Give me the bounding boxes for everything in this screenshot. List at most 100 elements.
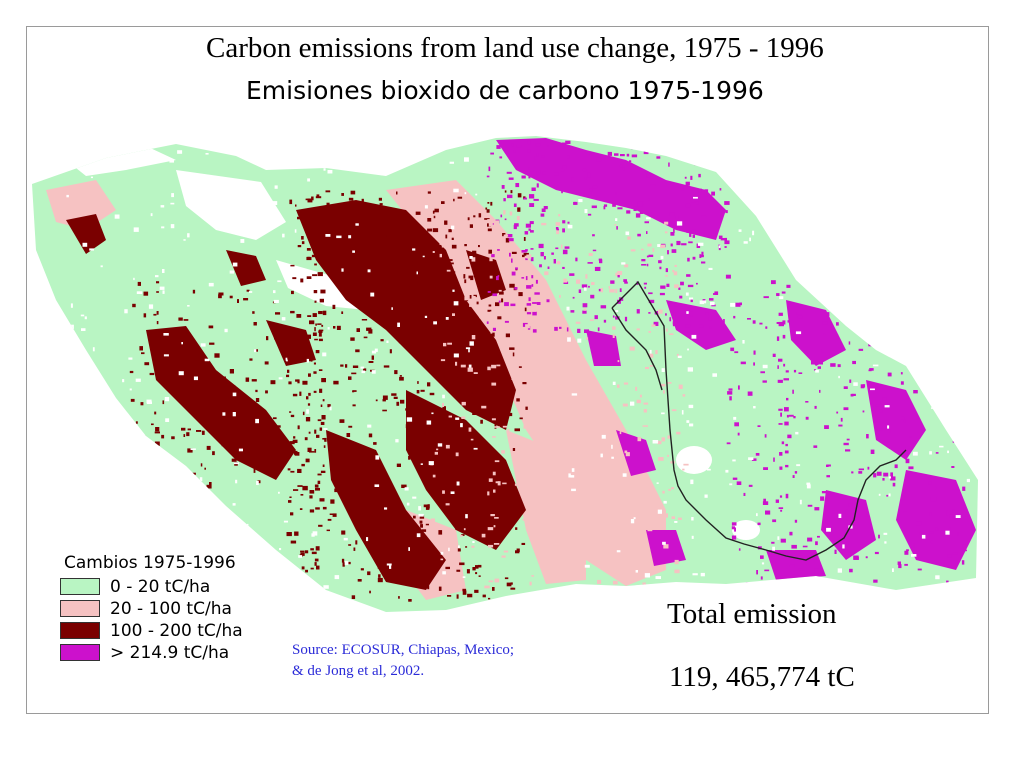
speckle [222,412,226,416]
speckle [701,261,706,264]
speckle [485,207,488,210]
speckle [444,220,448,225]
speckle [375,399,378,402]
speckle [469,224,473,228]
speckle [928,344,933,349]
speckle [648,353,654,358]
speckle [633,517,636,520]
speckle [689,148,693,152]
speckle [171,436,175,440]
speckle [307,178,310,182]
speckle [465,514,468,519]
speckle [835,292,839,295]
speckle [137,281,141,286]
speckle [297,245,302,248]
speckle [762,380,767,383]
speckle [156,321,159,325]
speckle [446,275,452,277]
speckle [690,175,693,180]
speckle [322,506,327,510]
speckle [590,294,595,299]
speckle [862,410,865,413]
speckle [243,298,249,301]
speckle [539,264,542,268]
speckle [589,319,594,321]
speckle [635,570,638,573]
speckle [564,246,570,249]
speckle [742,340,745,344]
speckle [563,281,569,284]
speckle [778,312,783,316]
speckle [642,425,648,427]
speckle [371,459,376,464]
speckle [348,235,352,239]
speckle [225,528,230,533]
speckle [694,157,697,161]
speckle [190,448,196,450]
speckle [901,295,906,301]
speckle [544,329,547,332]
speckle [597,579,602,584]
speckle [853,299,855,301]
speckle [587,262,593,264]
speckle [558,214,561,217]
speckle [442,490,445,494]
speckle [419,515,425,519]
speckle [903,419,906,423]
speckle [504,218,507,221]
speckle [901,289,907,294]
speckle [187,428,191,431]
speckle [412,400,415,405]
speckle [587,551,591,555]
speckle [235,479,238,484]
speckle [805,401,809,403]
speckle [403,228,408,232]
speckle [945,355,949,359]
speckle [623,279,627,282]
speckle [745,582,750,587]
speckle [305,417,311,422]
speckle [698,188,702,193]
speckle [377,565,382,569]
speckle [304,550,309,554]
speckle [599,259,603,264]
speckle [620,154,625,157]
speckle [100,265,103,268]
speckle [762,501,769,505]
speckle [468,278,471,282]
speckle [838,513,842,518]
speckle [687,348,689,351]
speckle [488,597,491,600]
speckle [133,277,135,281]
speckle [377,512,383,517]
speckle [164,336,167,338]
speckle [670,232,675,236]
speckle [293,450,298,455]
speckle [575,321,581,324]
speckle [245,408,251,411]
very-high-emission-zones [496,138,976,580]
speckle [494,460,500,463]
speckle [405,408,407,411]
speckle [378,470,384,474]
speckle [445,291,451,295]
speckle [225,415,230,419]
speckle [132,303,136,308]
speckle [493,543,500,545]
speckle [732,459,736,462]
speckle [966,478,970,483]
speckle [780,538,786,543]
speckle [506,582,512,587]
speckle [326,202,330,206]
speckle [843,442,849,446]
speckle [167,524,170,530]
speckle [935,527,938,531]
speckle [290,540,297,544]
speckle [670,243,673,247]
speckle [963,374,966,378]
speckle [674,559,679,565]
speckle [504,407,509,410]
speckle [485,359,489,364]
speckle [403,306,407,309]
speckle [950,422,955,426]
